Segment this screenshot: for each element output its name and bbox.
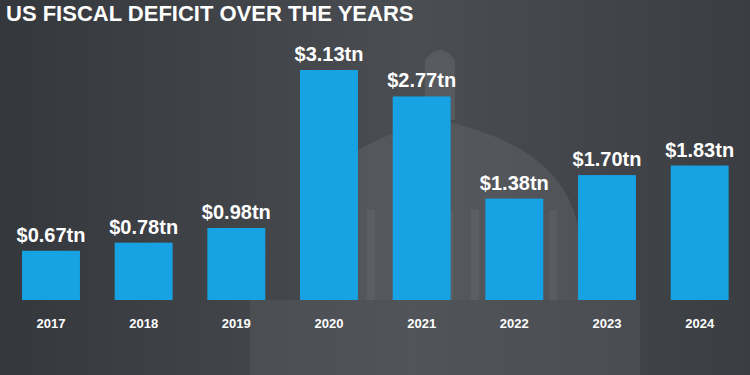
data-label: $1.83tn <box>665 139 734 161</box>
x-tick-label: 2021 <box>407 316 436 331</box>
x-tick-label: 2018 <box>129 316 158 331</box>
labels: $0.67tn $0.78tn $0.98tn $3.13tn $2.77tn $1.38… <box>17 43 735 331</box>
x-tick-label: 2023 <box>593 316 622 331</box>
bar <box>300 70 358 300</box>
data-label: $0.78tn <box>109 216 178 238</box>
bar <box>22 251 80 300</box>
bar <box>485 199 543 300</box>
x-tick-label: 2020 <box>315 316 344 331</box>
data-label: $2.77tn <box>387 69 456 91</box>
background <box>0 0 750 375</box>
title: US FISCAL DEFICIT OVER THE YEARS <box>6 1 413 26</box>
bar <box>115 243 173 300</box>
data-label: $0.98tn <box>202 201 271 223</box>
x-tick-label: 2019 <box>222 316 251 331</box>
x-tick-label: 2024 <box>685 316 715 331</box>
chart: $0.67tn $0.78tn $0.98tn $3.13tn $2.77tn $1.38… <box>0 0 750 375</box>
bar <box>671 166 729 300</box>
column <box>367 210 375 300</box>
bars <box>22 70 729 300</box>
data-label: $0.67tn <box>17 224 86 246</box>
data-label: $1.38tn <box>480 172 549 194</box>
bar <box>207 228 265 300</box>
data-label: $3.13tn <box>295 43 364 65</box>
bar <box>393 96 451 300</box>
bar <box>578 175 636 300</box>
column <box>471 210 479 300</box>
data-label: $1.70tn <box>573 148 642 170</box>
x-tick-label: 2022 <box>500 316 529 331</box>
capitol-decoration <box>250 50 640 375</box>
column <box>549 210 557 300</box>
x-tick-label: 2017 <box>37 316 66 331</box>
dome-base <box>250 300 640 375</box>
